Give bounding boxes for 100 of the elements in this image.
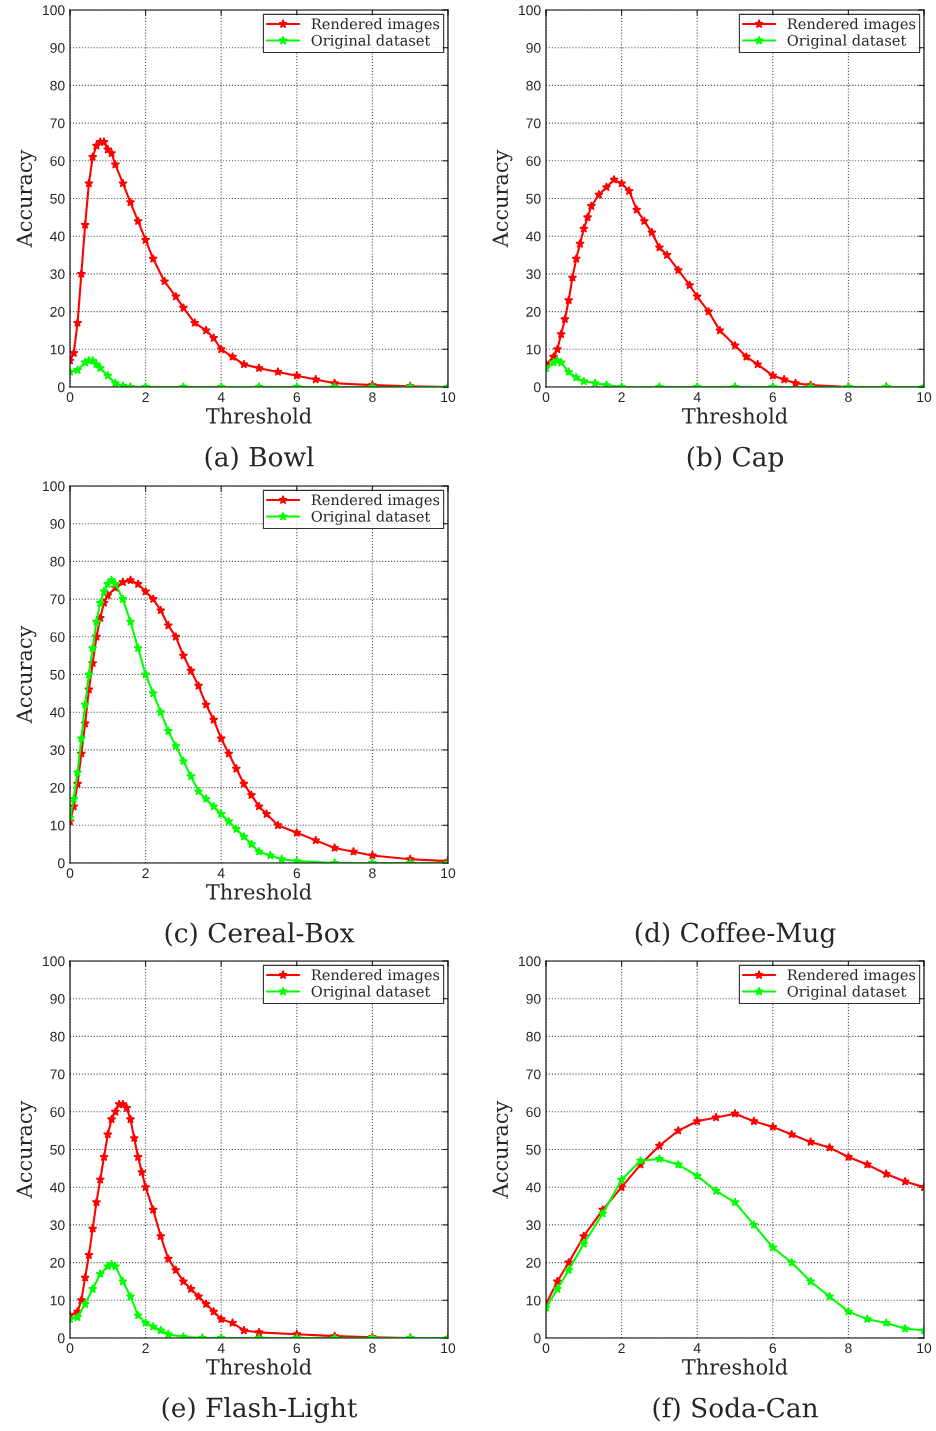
legend-label: Original dataset: [311, 34, 431, 49]
legend-label: Rendered images: [311, 18, 440, 33]
x-tick-label: 8: [845, 392, 852, 403]
y-tick-label: 80: [50, 1031, 65, 1042]
y-tick-label: 60: [526, 156, 541, 166]
x-tick-label: 6: [293, 1343, 301, 1354]
y-tick-label: 50: [50, 193, 65, 204]
text: (e) Flash-Light: [162, 1397, 358, 1423]
y-tick-label: 50: [526, 1144, 541, 1155]
y-tick-label: 30: [50, 745, 65, 756]
x-tick-label: 10: [441, 1343, 456, 1354]
y-tick-label: 0: [57, 858, 65, 869]
text: (b) Cap: [687, 446, 784, 472]
x-tick-label: 6: [769, 392, 777, 403]
x-tick-label: 6: [769, 1343, 777, 1354]
y-tick-label: 80: [50, 80, 65, 91]
y-tick-label: 100: [43, 5, 65, 16]
y-tick-label: 90: [526, 43, 541, 53]
x-tick-label: 4: [217, 868, 225, 878]
y-tick-label: 0: [57, 382, 65, 393]
y-tick-label: 50: [50, 669, 65, 680]
legend-label: Original dataset: [311, 510, 431, 525]
y-tick-label: 20: [526, 1257, 541, 1268]
y-tick-label: 90: [50, 43, 65, 53]
y-axis-title: Accuracy: [492, 1100, 513, 1199]
y-tick-label: 40: [50, 231, 65, 242]
x-tick-label: 4: [693, 392, 701, 402]
y-tick-label: 80: [526, 80, 541, 91]
x-axis-title: Threshold: [682, 1358, 788, 1375]
y-tick-label: 20: [50, 306, 65, 317]
y-tick-label: 40: [50, 707, 65, 718]
text: (f) Soda-Can: [653, 1397, 818, 1422]
y-tick-label: 40: [526, 231, 541, 242]
y-tick-label: 100: [519, 956, 541, 967]
y-axis-title: Accuracy: [16, 625, 37, 724]
y-tick-label: 80: [50, 556, 65, 567]
legend-label: Rendered images: [787, 18, 916, 33]
y-tick-label: 10: [50, 1295, 65, 1306]
y-axis-title: Accuracy: [492, 149, 513, 248]
legend-label: Original dataset: [787, 985, 907, 1000]
text: (c) Cereal-Box: [165, 922, 355, 947]
y-tick-label: 30: [526, 1220, 541, 1231]
y-tick-label: 10: [526, 344, 541, 355]
x-tick-label: 0: [66, 868, 74, 879]
x-tick-label: 4: [217, 392, 225, 402]
y-tick-label: 30: [50, 269, 65, 280]
y-tick-label: 50: [50, 1144, 65, 1155]
y-tick-label: 0: [533, 1333, 541, 1344]
legend-label: Rendered images: [311, 494, 440, 509]
y-tick-label: 20: [526, 306, 541, 317]
x-tick-label: 8: [369, 868, 376, 879]
y-tick-label: 90: [526, 994, 541, 1004]
y-tick-label: 100: [519, 5, 541, 16]
y-tick-label: 50: [526, 193, 541, 204]
y-tick-label: 70: [526, 1069, 541, 1080]
x-tick-label: 6: [293, 392, 301, 403]
x-tick-label: 0: [542, 1343, 550, 1354]
legend-label: Original dataset: [311, 985, 431, 1000]
y-tick-label: 10: [526, 1295, 541, 1306]
y-tick-label: 20: [50, 782, 65, 793]
x-tick-label: 10: [441, 868, 456, 879]
y-tick-label: 70: [50, 594, 65, 605]
x-tick-label: 8: [369, 1343, 376, 1354]
x-tick-label: 0: [66, 392, 74, 403]
legend-label: Rendered images: [787, 969, 916, 984]
x-axis-title: Threshold: [206, 883, 312, 900]
x-tick-label: 2: [618, 1343, 625, 1353]
x-tick-label: 10: [917, 392, 932, 403]
x-tick-label: 8: [845, 1343, 852, 1354]
text: (a) Bowl: [205, 446, 314, 471]
text: (d) Coffee-Mug: [635, 922, 836, 948]
y-tick-label: 60: [526, 1107, 541, 1117]
y-axis-title: Accuracy: [16, 149, 37, 248]
x-axis-title: Threshold: [206, 407, 312, 424]
y-tick-label: 60: [50, 632, 65, 642]
y-tick-label: 90: [50, 994, 65, 1004]
y-tick-label: 0: [57, 1333, 65, 1344]
x-tick-label: 8: [369, 392, 376, 403]
y-tick-label: 100: [43, 956, 65, 967]
y-tick-label: 70: [50, 118, 65, 129]
y-tick-label: 100: [43, 481, 65, 492]
x-tick-label: 10: [917, 1343, 932, 1354]
y-tick-label: 70: [526, 118, 541, 129]
legend-label: Rendered images: [311, 969, 440, 984]
y-tick-label: 30: [526, 269, 541, 280]
x-axis-title: Threshold: [682, 407, 788, 424]
y-axis-title: Accuracy: [16, 1100, 37, 1199]
legend-label: Original dataset: [787, 34, 907, 49]
x-tick-label: 0: [542, 392, 550, 403]
x-tick-label: 0: [66, 1343, 74, 1354]
y-tick-label: 20: [50, 1257, 65, 1268]
y-tick-label: 10: [50, 820, 65, 831]
y-tick-label: 80: [526, 1031, 541, 1042]
x-tick-label: 2: [142, 1343, 149, 1353]
x-tick-label: 2: [618, 392, 625, 402]
x-tick-label: 2: [142, 392, 149, 402]
x-tick-label: 4: [693, 1343, 701, 1353]
x-tick-label: 10: [441, 392, 456, 403]
x-axis-title: Threshold: [206, 1358, 312, 1375]
y-tick-label: 90: [50, 519, 65, 529]
